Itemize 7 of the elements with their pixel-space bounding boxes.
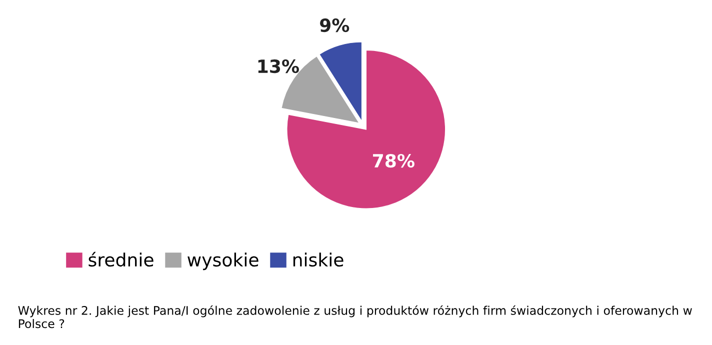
text: Wykres nr 2. Jakie jest Pana/I ogólne zadowolenie z usług i produktów różnych firm świadczonych i oferowanych w Polsce ?	[18, 305, 692, 328]
data-label: 9%	[320, 18, 350, 32]
data-label: 78%	[373, 154, 414, 168]
data-label: 13%	[258, 59, 299, 74]
legend-label: niskie	[293, 252, 344, 267]
legend-label: średnie	[88, 252, 154, 267]
legend-label: wysokie	[188, 252, 258, 270]
